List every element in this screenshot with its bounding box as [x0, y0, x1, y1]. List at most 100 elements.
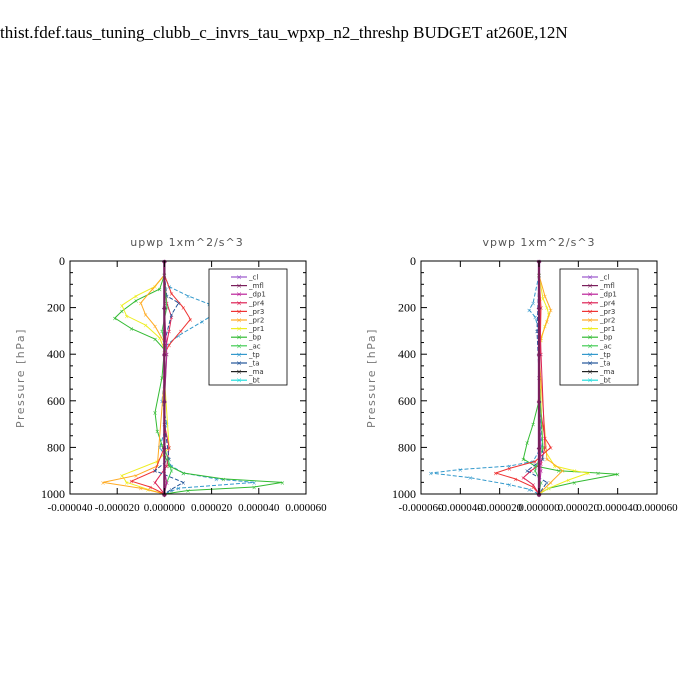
legend-label: _ta [599, 360, 611, 368]
data-point-pr1: × [119, 473, 124, 480]
legend-label: _pr3 [248, 308, 264, 316]
data-point-pr2: × [152, 324, 157, 331]
data-point-dp1: × [536, 492, 541, 499]
panel-title: upwp 1xm^2/s^3 [130, 236, 244, 249]
data-point-bp: × [157, 287, 162, 294]
data-point-ta: × [162, 492, 167, 499]
data-point-pr2: × [143, 312, 148, 319]
data-point-pr4: × [521, 475, 526, 482]
data-point-pr3: × [152, 468, 157, 475]
data-point-bp: × [162, 492, 167, 499]
data-point-bp: × [159, 375, 164, 382]
data-point-tp: × [507, 464, 512, 471]
data-point-ta: × [540, 457, 545, 464]
legend-marker: × [236, 282, 242, 290]
data-point-ta: × [544, 480, 549, 487]
data-point-pr4: × [531, 482, 536, 489]
legend-label: _pr2 [248, 317, 264, 325]
data-point-pr4: × [529, 468, 534, 475]
legend-marker: × [587, 342, 593, 350]
data-point-tp: × [252, 480, 257, 487]
y-tick-label: 400 [398, 347, 416, 361]
data-point-pr3: × [531, 485, 536, 492]
y-tick-label: 0 [59, 254, 65, 268]
data-point-ac: × [536, 492, 541, 499]
data-point-ac: × [164, 305, 169, 312]
legend-label: _pr3 [599, 308, 615, 316]
data-point-pr4: × [169, 314, 174, 321]
data-point-ta: × [176, 300, 181, 307]
data-point-tp: × [531, 300, 536, 307]
data-point-bp: × [546, 486, 551, 493]
data-point-mfl: ◆ [537, 305, 542, 312]
data-point-bp: × [112, 316, 117, 323]
data-point-tp: × [200, 319, 205, 326]
data-point-pr1: × [152, 284, 157, 291]
legend-label: _tp [599, 351, 611, 359]
data-point-pr2: × [542, 293, 547, 300]
data-point-dp1: × [162, 492, 167, 499]
data-point-pr1: × [572, 468, 577, 475]
data-point-bp: × [129, 326, 134, 333]
data-point-pr3: × [169, 291, 174, 298]
legend-label: _pr1 [248, 325, 264, 333]
legend-label: _dp1 [599, 291, 617, 299]
legend-label: _dp1 [248, 291, 266, 299]
data-point-bp: × [181, 471, 186, 478]
legend-marker: × [587, 274, 593, 282]
data-point-ta: × [167, 457, 172, 464]
data-point-ta: × [164, 293, 169, 300]
x-tick-label: 0.000020 [558, 502, 600, 514]
data-point-pr2: × [134, 473, 139, 480]
data-point-bp: × [152, 410, 157, 417]
data-point-ac: × [540, 445, 545, 452]
data-point-ac: × [538, 480, 543, 487]
data-point-pr1: × [586, 471, 591, 478]
data-point-pr1: × [544, 305, 549, 312]
legend-marker: × [587, 317, 593, 325]
data-point-pr1: × [134, 293, 139, 300]
data-point-tp: × [527, 487, 532, 494]
legend-box [208, 268, 288, 386]
legend-marker: × [587, 334, 593, 342]
data-point-mfl: ◆ [537, 352, 542, 359]
legend-label: _pr4 [248, 299, 265, 307]
data-point-pr4: × [162, 492, 167, 499]
legend-label: _pr2 [599, 317, 615, 325]
x-tick-label: 0.000060 [285, 502, 327, 514]
legend-label: _bp [599, 334, 613, 342]
data-point-tp: × [162, 492, 167, 499]
data-point-bp: × [572, 480, 577, 487]
legend-label: _ac [248, 342, 261, 350]
legend-marker: × [236, 351, 242, 359]
data-point-tp: × [533, 314, 538, 321]
x-tick-label: 0.000060 [636, 502, 678, 514]
series-line-tp [430, 274, 542, 495]
data-point-pr2: × [138, 486, 143, 493]
data-point-pr2: × [100, 480, 105, 487]
legend: × _cl × _mfl × _dp1 × _pr4 × _pr3 × _pr2 × _pr1 × _bp × _… [559, 268, 639, 386]
data-point-bp: × [556, 468, 561, 475]
y-tick-label: 1000 [41, 487, 65, 501]
tick-layer: 0 200 400 600 800 1000-0.000040 -0.000020 0.000… [41, 254, 327, 514]
data-point-bp: × [155, 429, 160, 436]
data-point-pr4: × [167, 328, 172, 335]
legend-marker: × [236, 274, 242, 282]
data-point-tp: × [157, 445, 162, 452]
data-point-pr4: × [542, 445, 547, 452]
data-point-ta: × [536, 492, 541, 499]
data-point-tp: × [176, 333, 181, 340]
data-point-bp: × [152, 337, 157, 344]
legend-box [559, 268, 639, 386]
data-point-pr3: × [548, 445, 553, 452]
x-tick-label: 0.000000 [518, 502, 560, 514]
data-point-pr3: × [181, 305, 186, 312]
data-point-pr2: × [150, 287, 155, 294]
data-point-pr3: × [507, 466, 512, 473]
data-point-pr3: × [188, 317, 193, 324]
y-tick-label: 800 [47, 440, 65, 454]
panel-vpwp: vpwp 1xm^2/s^3 Pressure [hPa] ××××××××××… [365, 236, 678, 514]
legend-marker: × [236, 325, 242, 333]
data-point-bp: × [159, 443, 164, 450]
